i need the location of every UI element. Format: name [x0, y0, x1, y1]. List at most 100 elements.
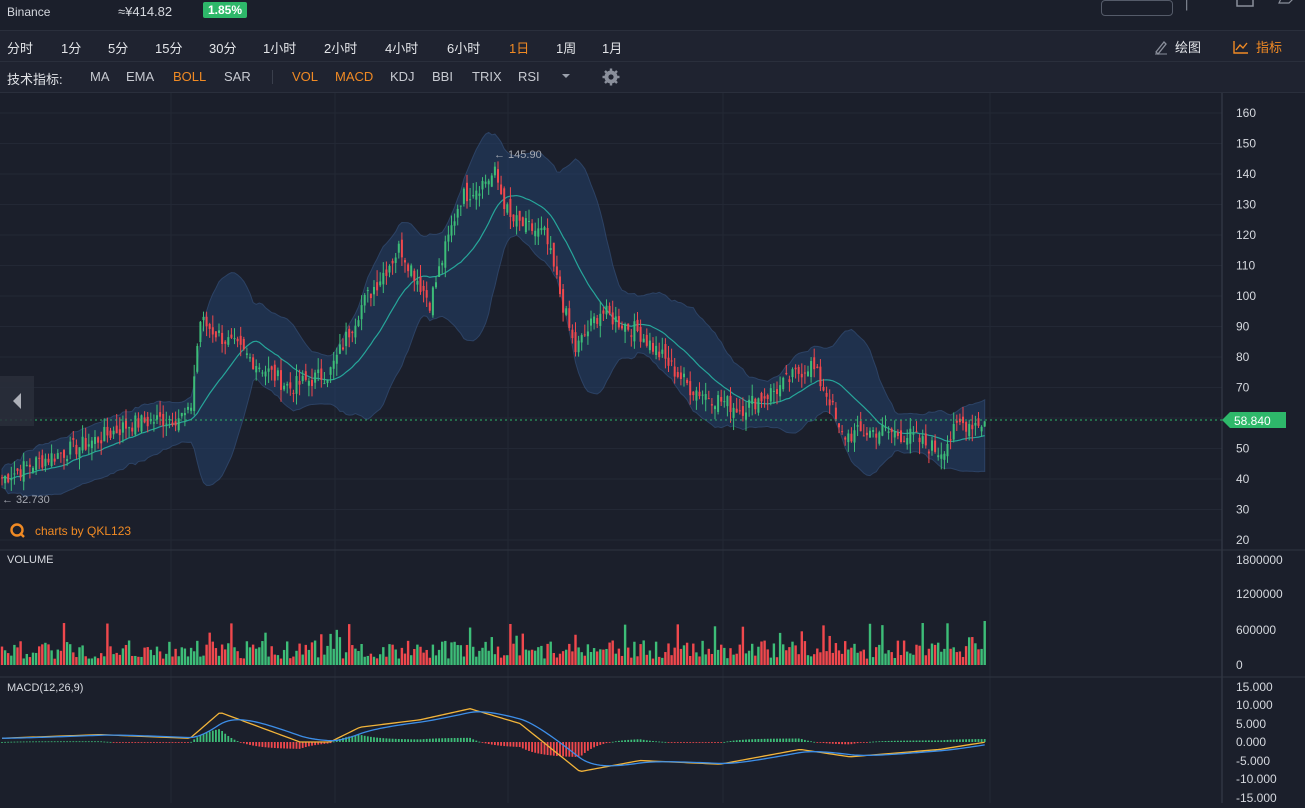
current-price-cny: ≈¥414.82	[118, 4, 173, 19]
tab-1h[interactable]: 1小时	[263, 41, 297, 56]
macd-hist-bar	[698, 742, 701, 743]
candle-body	[983, 421, 986, 427]
tab-2h[interactable]: 2小时	[324, 41, 358, 56]
boll-band-fill	[1, 131, 986, 497]
macd-hist-bar	[847, 742, 850, 745]
volume-bar	[270, 646, 273, 665]
indicator-vol[interactable]: VOL	[292, 69, 319, 84]
top-button[interactable]	[1101, 0, 1173, 16]
macd-hist-bar	[869, 741, 871, 743]
fullscreen-icon[interactable]	[1235, 0, 1255, 8]
macd-hist-bar	[366, 736, 369, 742]
indicator-bbi[interactable]: BBI	[432, 69, 453, 84]
draw-tool[interactable]: 绘图	[1153, 37, 1201, 56]
scroll-left-button[interactable]	[0, 376, 34, 426]
macd-hist-bar	[236, 741, 239, 742]
dropdown-arrow-icon[interactable]	[561, 73, 571, 79]
macd-hist-bar	[218, 729, 220, 742]
indicator-trix[interactable]: TRIX	[472, 69, 502, 84]
macd-hist-bar	[531, 742, 533, 752]
star-icon[interactable]	[1277, 0, 1295, 8]
volume-bar	[506, 655, 509, 665]
volume-bar	[530, 649, 534, 665]
volume-bar	[850, 647, 853, 665]
tab-1m[interactable]: 1月	[602, 41, 623, 56]
volume-bar	[958, 651, 962, 665]
volume-bar	[112, 654, 115, 665]
chevron-left-icon	[13, 393, 21, 409]
macd-hist-bar	[763, 738, 766, 742]
macd-hist-bar	[766, 738, 769, 742]
candle-body	[720, 396, 723, 402]
volume-bar	[503, 655, 506, 665]
macd-hist-bar	[118, 742, 121, 743]
chart-area[interactable]: 1601501401301201101009080706050403020180…	[0, 93, 1305, 805]
volume-bar	[751, 643, 754, 665]
macd-dea-line	[1, 711, 985, 767]
volume-bar	[90, 658, 94, 665]
indicator-ma[interactable]: MA	[90, 69, 110, 84]
volume-bar	[149, 649, 152, 665]
volume-axis-tick: 600000	[1236, 623, 1276, 637]
volume-bar	[515, 635, 518, 665]
candle-body	[397, 243, 400, 253]
volume-bar	[56, 649, 59, 665]
macd-hist-bar	[78, 741, 81, 743]
candle-body	[952, 424, 955, 440]
macd-axis-tick: 15.000	[1236, 680, 1273, 694]
volume-bar	[968, 637, 971, 665]
candle-body	[379, 281, 382, 286]
candle-body	[69, 441, 72, 455]
macd-hist-bar	[611, 741, 614, 743]
macd-hist-bar	[645, 740, 648, 742]
macd-hist-bar	[742, 739, 744, 742]
macd-hist-bar	[596, 742, 599, 747]
volume-bar	[162, 658, 165, 665]
candle-body	[462, 188, 465, 204]
volume-bar	[53, 658, 56, 665]
candle-body	[611, 312, 614, 325]
candle-body	[568, 308, 571, 328]
macd-hist-bar	[32, 741, 34, 743]
indicator-tool[interactable]: 指标	[1232, 37, 1282, 56]
gear-icon[interactable]	[602, 68, 620, 86]
candle-body	[112, 430, 115, 435]
volume-bar	[763, 640, 766, 665]
candle-body	[515, 215, 518, 227]
tab-15min[interactable]: 15分	[155, 41, 183, 56]
indicator-rsi[interactable]: RSI	[518, 69, 540, 84]
tab-1w[interactable]: 1周	[556, 41, 577, 56]
price-axis-tick: 160	[1236, 106, 1256, 120]
candle-body	[825, 392, 828, 397]
candle-body	[193, 376, 196, 412]
tab-30min[interactable]: 30分	[209, 41, 237, 56]
candle-body	[196, 346, 199, 372]
tab-4h[interactable]: 4小时	[385, 41, 419, 56]
indicator-sar[interactable]: SAR	[224, 69, 251, 84]
tab-6h[interactable]: 6小时	[447, 41, 481, 56]
candle-body	[490, 175, 493, 187]
macd-hist-bar	[738, 739, 741, 742]
price-axis-tick: 50	[1236, 442, 1250, 456]
indicator-kdj[interactable]: KDJ	[390, 69, 415, 84]
volume-bar	[847, 649, 850, 665]
macd-hist-bar	[134, 742, 137, 743]
indicator-macd[interactable]: MACD	[335, 69, 374, 84]
volume-bar	[651, 658, 655, 665]
volume-bar	[41, 644, 44, 665]
candle-body	[875, 433, 878, 438]
volume-bar	[307, 649, 311, 665]
indicator-boll[interactable]: BOLL	[173, 69, 207, 84]
tab-1min[interactable]: 1分	[61, 41, 82, 56]
tab-1d[interactable]: 1日	[509, 41, 530, 56]
tab-fenshi[interactable]: 分时	[7, 41, 34, 56]
indicator-ema[interactable]: EMA	[126, 69, 155, 84]
tab-5min[interactable]: 5分	[108, 41, 129, 56]
candle-body	[664, 344, 667, 359]
volume-bar	[574, 634, 577, 665]
volume-bar	[50, 650, 53, 665]
macd-hist-bar	[630, 739, 633, 742]
candle-body	[32, 467, 34, 473]
kline-chart[interactable]: 1601501401301201101009080706050403020180…	[0, 93, 1305, 805]
volume-bar	[710, 653, 714, 665]
